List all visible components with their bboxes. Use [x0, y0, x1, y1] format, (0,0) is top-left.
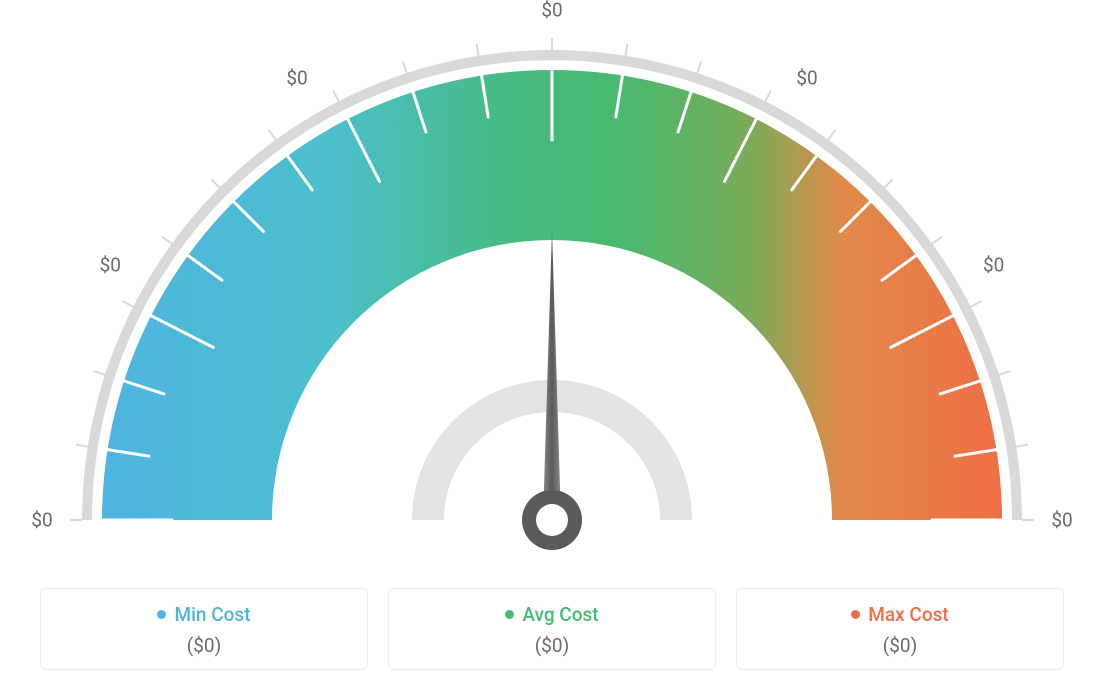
- outer-tick: [477, 44, 479, 56]
- gauge-tick-label: $0: [796, 67, 817, 90]
- gauge-tick-label: $0: [286, 67, 307, 90]
- outer-tick: [162, 237, 172, 244]
- gauge-needle: [543, 230, 561, 520]
- legend-label: Min Cost: [157, 603, 250, 626]
- gauge-tick-label: $0: [541, 0, 562, 22]
- legend-value: ($0): [399, 634, 705, 657]
- outer-tick: [765, 91, 770, 102]
- gauge-tick-label: $0: [1051, 509, 1072, 532]
- gauge-tick-label: $0: [100, 254, 121, 277]
- outer-tick: [999, 371, 1010, 375]
- legend-label-text: Min Cost: [174, 603, 250, 626]
- legend-dot-icon: [157, 610, 166, 619]
- legend-value: ($0): [747, 634, 1053, 657]
- legend-label-text: Max Cost: [868, 603, 948, 626]
- outer-tick: [94, 371, 105, 375]
- outer-tick: [932, 237, 942, 244]
- outer-tick: [884, 179, 892, 187]
- outer-tick: [123, 301, 134, 306]
- gauge-chart-container: $0$0$0$0$0$0$0 Min Cost($0)Avg Cost($0)M…: [0, 0, 1104, 690]
- legend-value: ($0): [51, 634, 357, 657]
- outer-tick: [403, 62, 407, 73]
- needle-hub-inner: [536, 504, 568, 536]
- gauge-svg: [0, 0, 1104, 560]
- legend-dot-icon: [851, 610, 860, 619]
- legend-label: Avg Cost: [505, 603, 598, 626]
- legend-card: Avg Cost ($0): [388, 588, 716, 670]
- legend-row: Min Cost ($0) Avg Cost ($0) Max Cost ($0): [40, 588, 1064, 670]
- outer-tick: [971, 301, 982, 306]
- outer-tick: [211, 179, 219, 187]
- gauge-tick-label: $0: [31, 509, 52, 532]
- outer-tick: [828, 130, 835, 140]
- outer-tick: [1016, 445, 1028, 447]
- outer-tick: [333, 91, 338, 102]
- gauge-tick-label: $0: [983, 254, 1004, 277]
- outer-tick: [626, 44, 628, 56]
- outer-tick: [76, 445, 88, 447]
- gauge-area: $0 $0 $0 $0 $0 $0 $0: [0, 0, 1104, 560]
- outer-tick: [269, 130, 276, 140]
- legend-label-text: Avg Cost: [522, 603, 598, 626]
- legend-card: Max Cost ($0): [736, 588, 1064, 670]
- legend-dot-icon: [505, 610, 514, 619]
- outer-tick: [697, 62, 701, 73]
- legend-card: Min Cost ($0): [40, 588, 368, 670]
- legend-label: Max Cost: [851, 603, 948, 626]
